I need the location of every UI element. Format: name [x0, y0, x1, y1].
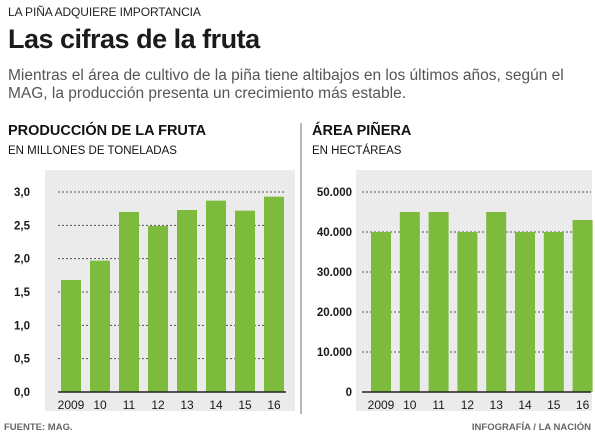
area-bar	[543, 232, 564, 392]
production-bar	[264, 196, 284, 392]
area-xtick-label: 15	[547, 398, 561, 412]
production-chart-unit: EN MILLONES DE TONELADAS	[8, 145, 177, 157]
subtitle: Mientras el área de cultivo de la piña t…	[8, 67, 564, 102]
production-ytick-label: 2,5	[14, 220, 31, 232]
area-xtick-label: 12	[461, 398, 475, 412]
production-ytick-label: 0,5	[14, 354, 31, 366]
area-xtick-label: 13	[490, 398, 504, 412]
area-xtick-label: 16	[576, 398, 590, 412]
production-ytick-label: 0,0	[14, 387, 30, 399]
production-bar	[148, 226, 168, 392]
production-bar	[90, 260, 110, 392]
production-bar	[119, 212, 139, 392]
area-xtick-label: 11	[432, 398, 445, 412]
area-ytick-label: 10.000	[317, 347, 352, 359]
production-xtick-label: 16	[267, 398, 281, 412]
production-bar	[206, 200, 226, 392]
panel-divider	[300, 123, 302, 414]
area-chart-title: ÁREA PIÑERA	[312, 123, 412, 139]
production-xtick-label: 15	[238, 398, 252, 412]
area-bar	[428, 212, 449, 392]
area-bar	[457, 232, 478, 392]
area-xtick-label: 2009	[368, 398, 395, 412]
area-xtick-label: 10	[403, 398, 417, 412]
production-bar	[177, 210, 197, 392]
area-chart-unit: EN HECTÁREAS	[312, 145, 402, 157]
production-ytick-label: 3,0	[14, 187, 30, 199]
area-ytick-label: 20.000	[317, 307, 352, 319]
production-ytick-label: 1,5	[14, 287, 31, 299]
production-xtick-label: 10	[93, 398, 107, 412]
production-bar	[235, 210, 255, 392]
area-bar	[515, 232, 535, 392]
production-xtick-label: 13	[180, 398, 194, 412]
source-note: FUENTE: MAG.	[4, 422, 73, 433]
production-plot-background	[45, 170, 295, 411]
production-bar	[61, 280, 81, 392]
kicker: LA PIÑA ADQUIERE IMPORTANCIA	[8, 5, 201, 19]
production-ytick-label: 1,0	[14, 320, 30, 332]
production-xtick-label: 11	[123, 398, 136, 412]
area-ytick-label: 40.000	[317, 227, 352, 239]
area-ytick-label: 50.000	[317, 187, 352, 199]
area-ytick-label: 0	[346, 387, 352, 399]
area-bar	[572, 220, 593, 392]
production-xtick-label: 12	[151, 398, 165, 412]
area-bar	[399, 212, 420, 392]
production-ytick-label: 2,0	[14, 254, 30, 266]
page-title: Las cifras de la fruta	[8, 24, 260, 54]
area-bar	[371, 232, 391, 392]
production-chart-title: PRODUCCIÓN DE LA FRUTA	[8, 123, 207, 139]
credit-note: INFOGRAFÍA / LA NACIÓN	[471, 422, 591, 433]
area-bar	[486, 212, 507, 392]
area-xtick-label: 14	[518, 398, 532, 412]
area-ytick-label: 30.000	[317, 267, 352, 279]
production-xtick-label: 14	[209, 398, 223, 412]
production-xtick-label: 2009	[58, 398, 85, 412]
